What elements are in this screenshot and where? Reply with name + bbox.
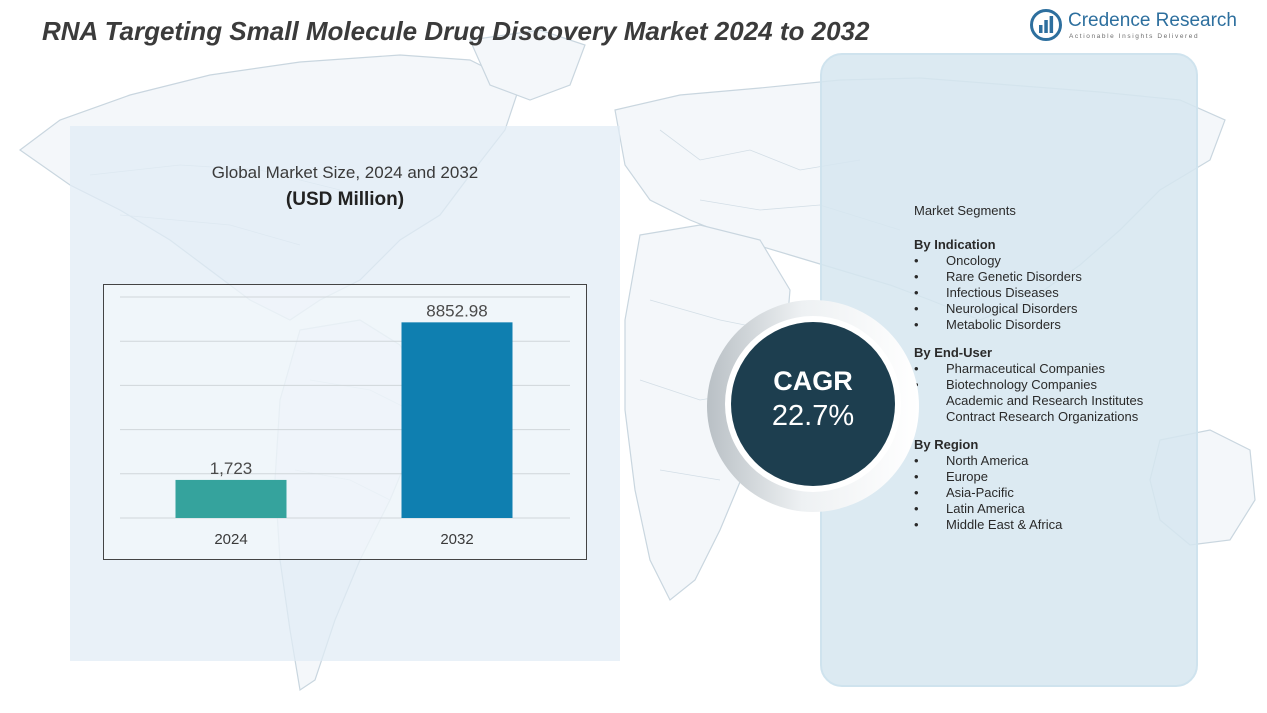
segment-item: Middle East & Africa	[914, 517, 1143, 533]
segment-item: North America	[914, 453, 1143, 469]
cagr-badge	[707, 300, 919, 512]
bar-value-label: 8852.98	[426, 301, 487, 320]
segment-item: Rare Genetic Disorders	[914, 269, 1143, 285]
brand-name: Credence Research	[1068, 10, 1237, 31]
segment-item: Biotechnology Companies	[914, 377, 1143, 393]
bar-value-label: 1,723	[210, 459, 253, 478]
segment-item: Latin America	[914, 501, 1143, 517]
x-tick-label: 2032	[440, 531, 473, 548]
segment-item: Pharmaceutical Companies	[914, 361, 1143, 377]
segment-list: North AmericaEuropeAsia-PacificLatin Ame…	[914, 453, 1143, 533]
bar-chart-logo-icon	[1030, 9, 1062, 41]
segment-item: Academic and Research Institutes	[914, 393, 1143, 409]
segment-group-title: By End-User	[914, 345, 993, 360]
brand-logo: Credence Research Actionable Insights De…	[1030, 8, 1240, 42]
segments-heading: Market Segments	[914, 203, 1016, 218]
segment-group-title: By Region	[914, 437, 979, 452]
market-size-panel	[70, 126, 620, 661]
bar-chart-frame: 1,723 2024 8852.98 2032	[103, 284, 587, 560]
segment-list: OncologyRare Genetic DisordersInfectious…	[914, 253, 1143, 333]
segment-item: Contract Research Organizations	[914, 409, 1143, 425]
bar-chart: 1,723 2024 8852.98 2032	[120, 296, 570, 548]
segment-item: Neurological Disorders	[914, 301, 1143, 317]
page-title: RNA Targeting Small Molecule Drug Discov…	[42, 16, 870, 46]
chart-subtitle: (USD Million)	[285, 189, 405, 210]
brand-tagline: Actionable Insights Delivered	[1069, 33, 1200, 40]
cagr-value: 22.7%	[771, 400, 855, 432]
chart-title: Global Market Size, 2024 and 2032	[211, 163, 479, 182]
market-segments: Market Segments By IndicationOncologyRar…	[914, 203, 1143, 545]
segment-item: Metabolic Disorders	[914, 317, 1143, 333]
segment-list: Pharmaceutical CompaniesBiotechnology Co…	[914, 361, 1143, 425]
bar-2032	[401, 322, 513, 518]
segment-item: Infectious Diseases	[914, 285, 1143, 301]
segment-group-title: By Indication	[914, 237, 996, 252]
x-tick-label: 2024	[214, 531, 247, 548]
segment-item: Europe	[914, 469, 1143, 485]
cagr-text: CAGR 22.7%	[731, 322, 895, 486]
cagr-disc	[731, 322, 895, 486]
bar-2024	[175, 479, 287, 518]
segment-item: Asia-Pacific	[914, 485, 1143, 501]
cagr-label: CAGR	[773, 366, 853, 396]
segment-item: Oncology	[914, 253, 1143, 269]
